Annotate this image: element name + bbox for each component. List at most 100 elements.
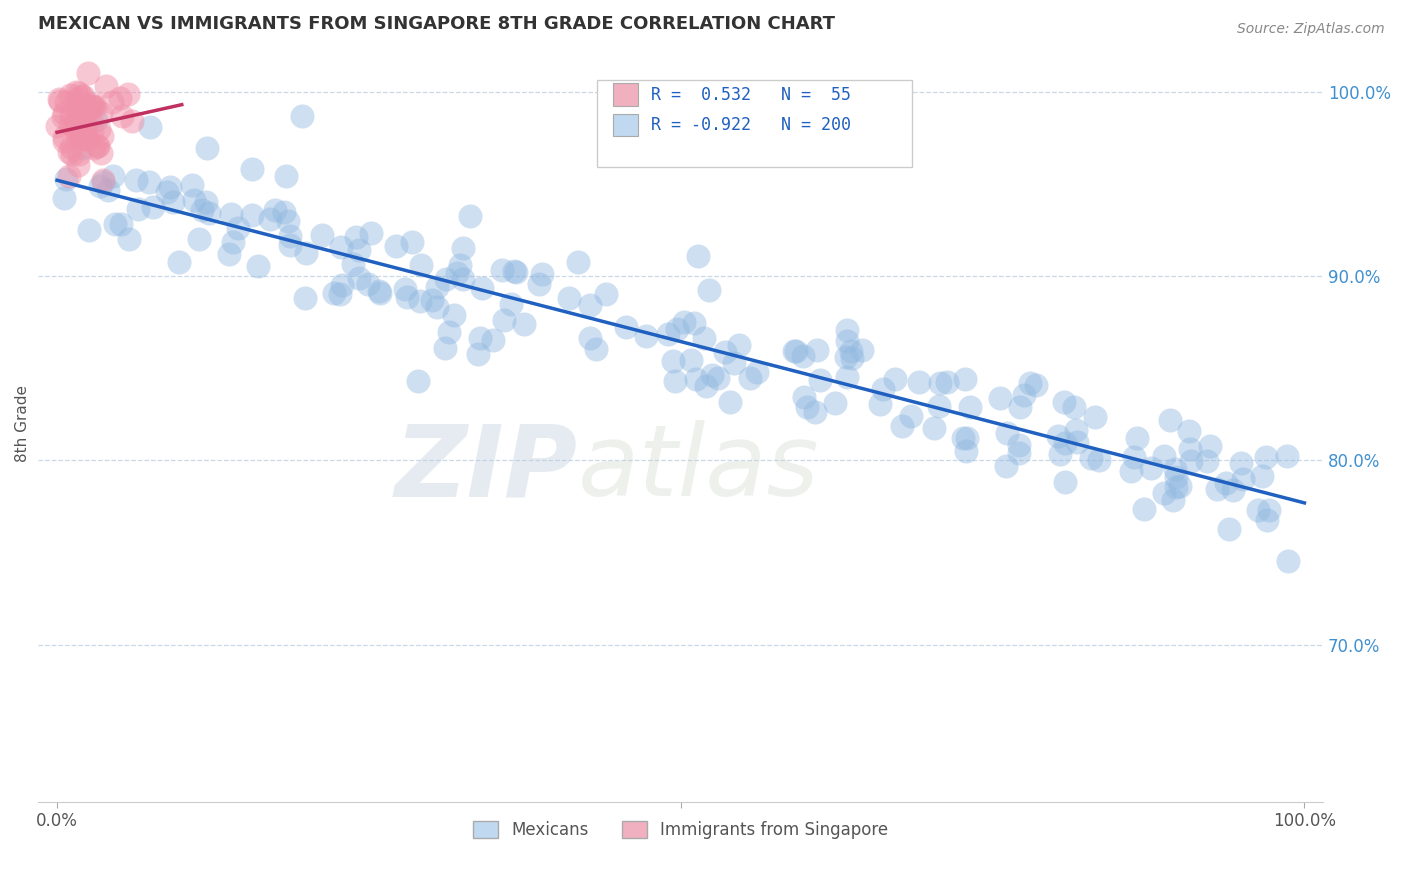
- Point: [1133, 502, 1156, 516]
- Point: [1164, 470, 1187, 484]
- Point: [259, 212, 281, 227]
- Point: [82, 124, 104, 138]
- Point: [1164, 462, 1187, 476]
- Point: [841, 351, 863, 365]
- Point: [219, 207, 242, 221]
- Point: [59, 117, 82, 131]
- Point: [505, 264, 527, 278]
- Point: [89, 178, 111, 193]
- Point: [55, 171, 77, 186]
- Point: [127, 202, 149, 216]
- Point: [60, 147, 83, 161]
- Point: [481, 333, 503, 347]
- Point: [1012, 388, 1035, 402]
- Point: [77, 66, 100, 80]
- Point: [900, 409, 922, 423]
- Point: [851, 343, 873, 357]
- Point: [84, 100, 107, 114]
- Point: [329, 286, 352, 301]
- Point: [1205, 482, 1227, 496]
- Point: [58, 169, 80, 183]
- Point: [294, 291, 316, 305]
- Point: [839, 344, 862, 359]
- Point: [91, 173, 114, 187]
- Point: [1140, 461, 1163, 475]
- Point: [662, 354, 685, 368]
- Point: [793, 390, 815, 404]
- Point: [595, 286, 617, 301]
- Point: [513, 317, 536, 331]
- Point: [156, 185, 179, 199]
- Point: [72, 132, 94, 146]
- Point: [578, 331, 600, 345]
- Point: [72, 141, 94, 155]
- Point: [222, 235, 245, 249]
- Point: [69, 109, 91, 123]
- Point: [695, 379, 717, 393]
- Point: [278, 229, 301, 244]
- Point: [837, 323, 859, 337]
- Point: [247, 260, 270, 274]
- Text: R = -0.922   N = 200: R = -0.922 N = 200: [651, 116, 851, 134]
- Point: [59, 108, 82, 122]
- Point: [59, 139, 82, 153]
- Point: [1277, 554, 1299, 568]
- Point: [681, 353, 703, 368]
- Y-axis label: 8th Grade: 8th Grade: [15, 385, 30, 462]
- Point: [928, 399, 950, 413]
- Point: [344, 230, 367, 244]
- Point: [263, 203, 285, 218]
- Point: [935, 375, 957, 389]
- Point: [367, 284, 389, 298]
- Point: [1049, 447, 1071, 461]
- Point: [76, 103, 98, 117]
- Point: [65, 85, 87, 99]
- Point: [1250, 469, 1272, 483]
- Point: [142, 200, 165, 214]
- Point: [1161, 493, 1184, 508]
- Point: [891, 419, 914, 434]
- Point: [396, 289, 419, 303]
- Point: [110, 218, 132, 232]
- Point: [187, 232, 209, 246]
- Point: [1126, 431, 1149, 445]
- Point: [1215, 475, 1237, 490]
- Point: [90, 106, 112, 120]
- Point: [240, 208, 263, 222]
- Point: [1025, 378, 1047, 392]
- Point: [273, 204, 295, 219]
- Point: [1066, 434, 1088, 449]
- Point: [91, 175, 114, 189]
- Point: [1256, 450, 1278, 464]
- Text: Source: ZipAtlas.com: Source: ZipAtlas.com: [1237, 22, 1385, 37]
- Point: [49, 94, 72, 108]
- Point: [226, 220, 249, 235]
- Point: [1080, 451, 1102, 466]
- Point: [693, 331, 716, 345]
- Point: [959, 400, 981, 414]
- Point: [908, 376, 931, 390]
- Point: [796, 400, 818, 414]
- Point: [72, 89, 94, 103]
- Text: MEXICAN VS IMMIGRANTS FROM SINGAPORE 8TH GRADE CORRELATION CHART: MEXICAN VS IMMIGRANTS FROM SINGAPORE 8TH…: [38, 15, 835, 33]
- Point: [108, 90, 131, 104]
- Text: atlas: atlas: [578, 420, 820, 517]
- Point: [1054, 475, 1077, 490]
- Point: [449, 258, 471, 272]
- Point: [330, 240, 353, 254]
- Point: [55, 95, 77, 110]
- Point: [437, 325, 460, 339]
- Point: [290, 109, 312, 123]
- Point: [664, 375, 686, 389]
- Point: [52, 130, 75, 145]
- Point: [1122, 450, 1144, 465]
- Text: ZIP: ZIP: [395, 420, 578, 517]
- Point: [311, 228, 333, 243]
- Point: [53, 135, 76, 149]
- Point: [657, 327, 679, 342]
- Point: [82, 99, 104, 113]
- Point: [295, 246, 318, 260]
- Point: [995, 425, 1018, 440]
- Point: [183, 194, 205, 208]
- Point: [530, 267, 553, 281]
